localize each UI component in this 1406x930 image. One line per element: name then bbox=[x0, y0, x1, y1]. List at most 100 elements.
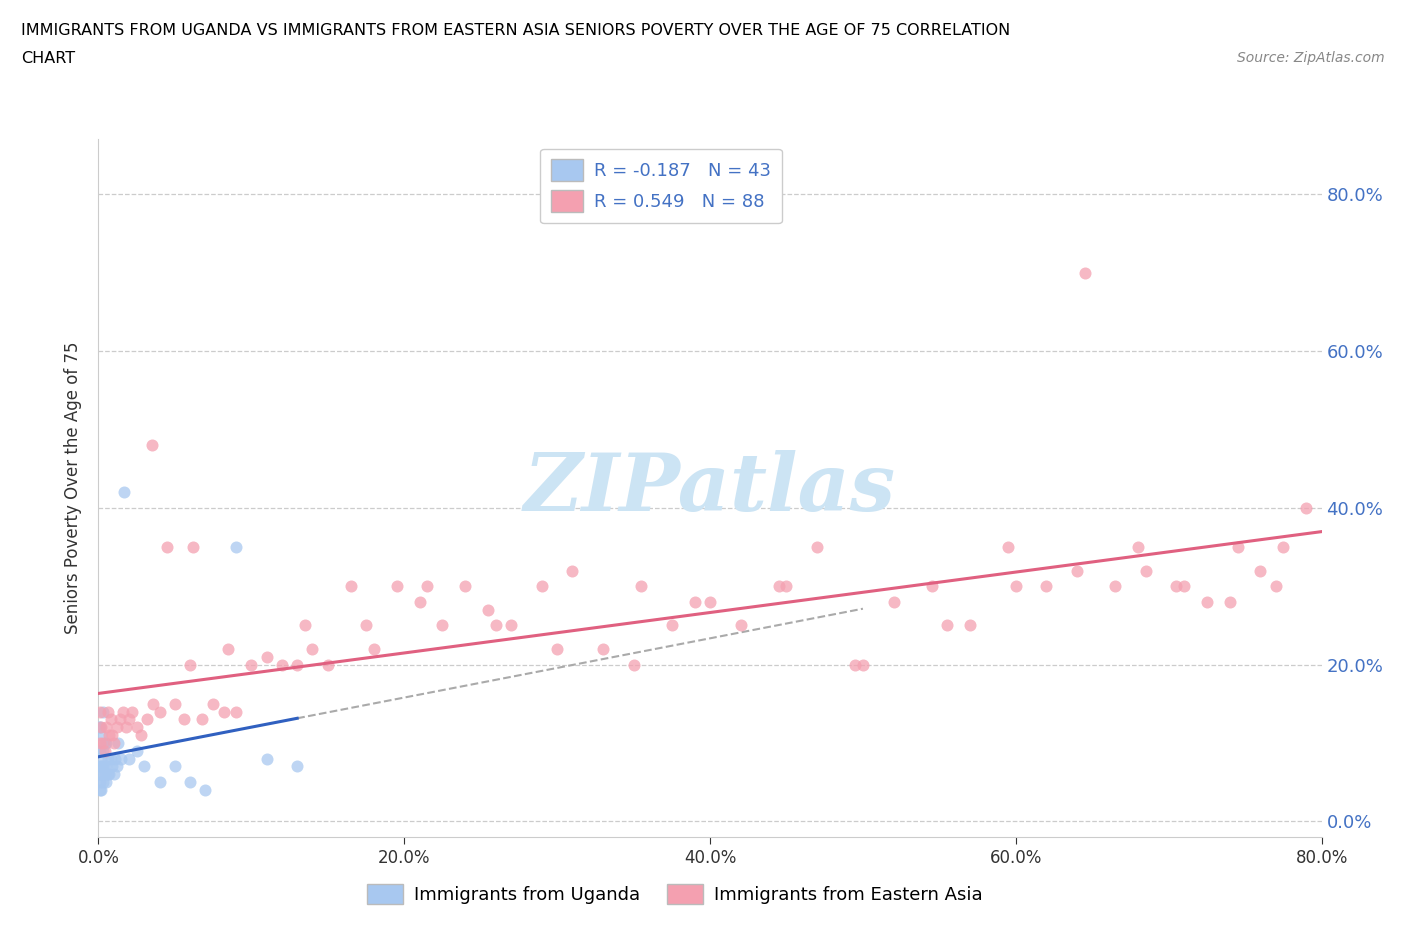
Point bbox=[142, 697, 165, 711]
Point bbox=[125, 720, 148, 735]
Point bbox=[225, 704, 247, 719]
Text: CHART: CHART bbox=[21, 51, 75, 66]
Point bbox=[217, 642, 239, 657]
Point bbox=[1073, 265, 1095, 280]
Point bbox=[94, 736, 117, 751]
Point bbox=[936, 618, 959, 632]
Point bbox=[1264, 578, 1286, 593]
Point bbox=[94, 775, 117, 790]
Point bbox=[1173, 578, 1195, 593]
Point bbox=[89, 759, 111, 774]
Point bbox=[212, 704, 235, 719]
Point bbox=[89, 767, 111, 782]
Point bbox=[100, 751, 122, 766]
Point bbox=[181, 539, 204, 554]
Point bbox=[1249, 563, 1271, 578]
Point bbox=[94, 759, 117, 774]
Point bbox=[285, 658, 308, 672]
Point bbox=[1004, 578, 1026, 593]
Point bbox=[107, 736, 129, 751]
Point bbox=[98, 767, 121, 782]
Point bbox=[623, 658, 645, 672]
Point bbox=[1226, 539, 1249, 554]
Point bbox=[240, 658, 263, 672]
Point bbox=[89, 782, 111, 797]
Point bbox=[630, 578, 652, 593]
Point bbox=[110, 751, 132, 766]
Point bbox=[997, 539, 1019, 554]
Point bbox=[103, 736, 125, 751]
Point bbox=[118, 712, 141, 727]
Point bbox=[89, 736, 111, 751]
Point bbox=[98, 727, 121, 742]
Point bbox=[163, 697, 186, 711]
Point bbox=[100, 712, 122, 727]
Point bbox=[112, 485, 135, 499]
Point bbox=[93, 736, 115, 751]
Point bbox=[592, 642, 614, 657]
Point bbox=[108, 712, 131, 727]
Point bbox=[93, 767, 115, 782]
Point bbox=[94, 720, 117, 735]
Point bbox=[115, 720, 138, 735]
Point bbox=[90, 727, 112, 742]
Point bbox=[90, 759, 112, 774]
Point bbox=[89, 743, 111, 758]
Point bbox=[1272, 539, 1295, 554]
Point bbox=[125, 743, 148, 758]
Point bbox=[363, 642, 385, 657]
Point bbox=[1104, 578, 1126, 593]
Point bbox=[89, 704, 111, 719]
Point bbox=[136, 712, 159, 727]
Point bbox=[179, 658, 201, 672]
Point bbox=[149, 775, 172, 790]
Point bbox=[294, 618, 316, 632]
Point bbox=[89, 743, 111, 758]
Point bbox=[1295, 500, 1317, 515]
Text: Source: ZipAtlas.com: Source: ZipAtlas.com bbox=[1237, 51, 1385, 65]
Point bbox=[432, 618, 454, 632]
Point bbox=[561, 563, 583, 578]
Point bbox=[105, 759, 128, 774]
Point bbox=[683, 594, 706, 609]
Point bbox=[661, 618, 683, 632]
Point bbox=[121, 704, 143, 719]
Point bbox=[883, 594, 905, 609]
Point bbox=[179, 775, 201, 790]
Point bbox=[202, 697, 225, 711]
Point bbox=[1166, 578, 1188, 593]
Point bbox=[104, 751, 127, 766]
Point bbox=[225, 539, 247, 554]
Point bbox=[699, 594, 721, 609]
Point bbox=[768, 578, 790, 593]
Point bbox=[546, 642, 568, 657]
Point bbox=[194, 782, 217, 797]
Point bbox=[416, 578, 439, 593]
Legend: R = -0.187   N = 43, R = 0.549   N = 88: R = -0.187 N = 43, R = 0.549 N = 88 bbox=[540, 149, 782, 223]
Point bbox=[103, 767, 125, 782]
Point bbox=[141, 438, 163, 453]
Point bbox=[89, 720, 111, 735]
Point bbox=[339, 578, 361, 593]
Point bbox=[90, 782, 112, 797]
Point bbox=[149, 704, 172, 719]
Point bbox=[1195, 594, 1218, 609]
Point bbox=[408, 594, 430, 609]
Point bbox=[163, 759, 186, 774]
Point bbox=[301, 642, 323, 657]
Point bbox=[485, 618, 508, 632]
Y-axis label: Seniors Poverty Over the Age of 75: Seniors Poverty Over the Age of 75 bbox=[63, 342, 82, 634]
Point bbox=[385, 578, 408, 593]
Point bbox=[806, 539, 828, 554]
Point bbox=[91, 736, 114, 751]
Point bbox=[93, 743, 115, 758]
Point bbox=[270, 658, 292, 672]
Legend: Immigrants from Uganda, Immigrants from Eastern Asia: Immigrants from Uganda, Immigrants from … bbox=[360, 876, 990, 911]
Point bbox=[1035, 578, 1057, 593]
Point bbox=[89, 775, 111, 790]
Point bbox=[852, 658, 875, 672]
Point bbox=[1135, 563, 1157, 578]
Point bbox=[354, 618, 377, 632]
Point bbox=[454, 578, 477, 593]
Point bbox=[101, 727, 124, 742]
